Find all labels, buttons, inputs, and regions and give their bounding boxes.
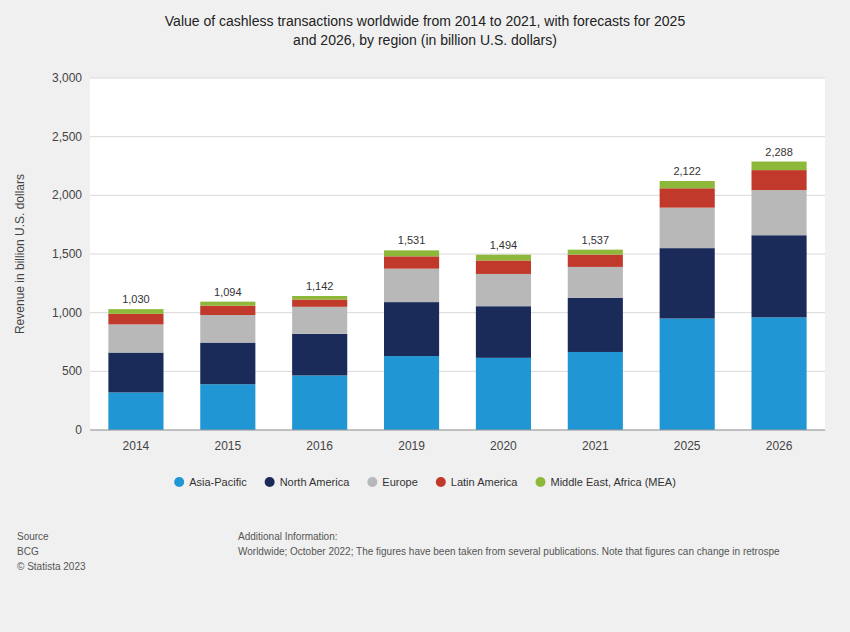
grid-line	[90, 136, 825, 137]
bar-segment	[476, 306, 531, 358]
y-tick-label: 2,500	[52, 130, 82, 144]
bar-segment	[752, 235, 807, 317]
y-tick-label: 3,000	[52, 71, 82, 85]
total-label: 1,494	[490, 239, 518, 251]
bar-segment	[568, 352, 623, 430]
legend: Asia-Pacific North America Europe Latin Ame…	[174, 476, 676, 488]
annotation-line: Worldwide; October 2022; The figures hav…	[238, 546, 780, 557]
legend-marker	[174, 477, 184, 487]
bar-segment	[384, 356, 439, 430]
grid-line	[90, 430, 825, 431]
bar-segment	[292, 375, 347, 430]
bar-segment	[384, 256, 439, 268]
bar-segment	[660, 188, 715, 207]
bar-segment	[568, 267, 623, 298]
x-tick-label: 2025	[674, 439, 701, 453]
bar-segment	[476, 255, 531, 261]
annotation-line: © Statista 2023	[17, 561, 86, 572]
bar-segment	[568, 250, 623, 255]
y-tick-label: 500	[62, 364, 82, 378]
annotation-line: Additional Information:	[238, 531, 338, 542]
y-tick-label: 1,500	[52, 247, 82, 261]
annotation-line: BCG	[17, 546, 39, 557]
total-label: 1,094	[214, 286, 242, 298]
bar-segment	[384, 250, 439, 256]
legend-label: North America	[280, 476, 351, 488]
bar-segment	[292, 296, 347, 300]
total-label: 2,288	[765, 146, 793, 158]
bar-segment	[660, 181, 715, 188]
legend-marker	[436, 477, 446, 487]
title: Value of cashless transactions worldwide…	[165, 13, 686, 48]
total-label: 2,122	[673, 165, 701, 177]
title-line: and 2026, by region (in billion U.S. dol…	[293, 32, 557, 48]
annotation: Additional Information: Worldwide; Octobe…	[238, 531, 780, 557]
bar-segment	[384, 269, 439, 302]
bar-segment	[752, 317, 807, 430]
x-tick-label: 2016	[306, 439, 333, 453]
legend-label: Latin America	[451, 476, 519, 488]
x-tick-label: 2014	[123, 439, 150, 453]
x-tick-label: 2015	[214, 439, 241, 453]
total-label: 1,030	[122, 293, 150, 305]
plot-area	[90, 78, 825, 430]
bar-segment	[752, 162, 807, 171]
x-tick-label: 2026	[766, 439, 793, 453]
total-label: 1,531	[398, 234, 426, 246]
total-label: 1,142	[306, 280, 334, 292]
bar-segment	[476, 260, 531, 273]
x-tick-label: 2020	[490, 439, 517, 453]
bar-segment	[660, 248, 715, 318]
bar-segment	[752, 190, 807, 235]
bar-segment	[660, 208, 715, 248]
bar-segment	[292, 334, 347, 376]
x-tick-label: 2021	[582, 439, 609, 453]
legend-label: Middle East, Africa (MEA)	[550, 476, 675, 488]
legend-marker	[265, 477, 275, 487]
background	[0, 0, 850, 632]
legend-marker	[535, 477, 545, 487]
total-label: 1,537	[582, 234, 610, 246]
bars	[108, 162, 806, 430]
bar-segment	[200, 302, 255, 306]
bar-segment	[200, 315, 255, 343]
y-tick-label: 0	[75, 423, 82, 437]
legend-label: Europe	[382, 476, 417, 488]
y-axis-label: Revenue in billion U.S. dollars	[13, 174, 27, 334]
title-line: Value of cashless transactions worldwide…	[165, 13, 686, 29]
bar-segment	[108, 309, 163, 314]
x-axis-line	[90, 430, 825, 431]
bar-segment	[568, 298, 623, 352]
bar-segment	[108, 353, 163, 393]
bar-segment	[384, 302, 439, 356]
bar-segment	[476, 274, 531, 306]
bar-segment	[108, 324, 163, 352]
bar-segment	[292, 300, 347, 307]
annotation: Source BCG © Statista 2023	[17, 531, 86, 572]
bar-segment	[292, 307, 347, 334]
bar-segment	[660, 319, 715, 430]
bar-segment	[200, 343, 255, 385]
x-tick-label: 2019	[398, 439, 425, 453]
chart: Value of cashless transactions worldwide…	[0, 0, 850, 632]
y-tick-label: 1,000	[52, 306, 82, 320]
bar-segment	[108, 392, 163, 430]
bar-segment	[476, 358, 531, 430]
bar-segment	[200, 384, 255, 430]
bar-segment	[752, 170, 807, 190]
legend-label: Asia-Pacific	[189, 476, 247, 488]
y-tick-label: 2,000	[52, 188, 82, 202]
annotation-line: Source	[17, 531, 49, 542]
bar-segment	[108, 314, 163, 325]
legend-marker	[367, 477, 377, 487]
bar-segment	[568, 255, 623, 267]
bar-segment	[200, 306, 255, 315]
grid-line	[90, 78, 825, 79]
